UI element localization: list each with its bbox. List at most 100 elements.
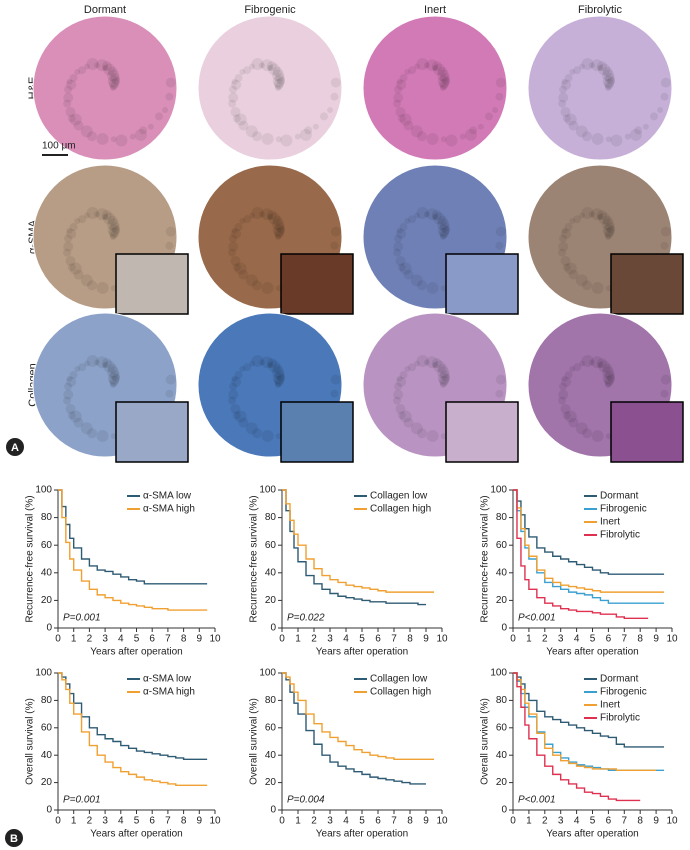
- survival-curve: [513, 489, 665, 593]
- y-tick-label: 80: [265, 695, 277, 706]
- tissue-texture: [393, 99, 402, 108]
- tissue-texture: [165, 241, 174, 250]
- tissue-texture: [642, 123, 649, 130]
- tissue-texture: [564, 262, 577, 275]
- legend-label: α-SMA high: [143, 687, 195, 698]
- tissue-texture: [426, 356, 439, 369]
- panel-badge: [6, 438, 24, 456]
- tissue-texture: [634, 126, 643, 135]
- y-tick-label: 20: [496, 777, 508, 788]
- legend-label: Dormant: [600, 674, 639, 685]
- survival-curve: [282, 489, 426, 606]
- tissue-texture: [558, 248, 567, 257]
- legend-label: Inert: [600, 700, 620, 711]
- tissue-texture: [276, 374, 285, 383]
- tissue-texture: [561, 376, 572, 387]
- tissue-texture: [591, 208, 604, 221]
- tissue-texture: [605, 234, 611, 240]
- tissue-texture: [86, 207, 99, 220]
- tissue-texture: [596, 210, 607, 221]
- tissue-texture: [231, 227, 238, 234]
- tissue-texture: [231, 376, 242, 387]
- tissue-texture: [261, 356, 274, 369]
- y-tick-label: 0: [46, 805, 52, 816]
- panel-label: B: [10, 833, 18, 845]
- tissue-texture: [294, 133, 301, 140]
- tissue-texture: [575, 274, 588, 287]
- y-tick-label: 0: [46, 623, 52, 634]
- x-tick-label: 1: [295, 816, 301, 827]
- tissue-texture: [399, 113, 412, 126]
- tissue-texture: [597, 214, 604, 221]
- tissue-texture: [416, 207, 429, 220]
- x-tick-label: 5: [359, 816, 365, 827]
- tissue-texture: [393, 248, 402, 257]
- inset: [610, 401, 684, 463]
- tissue-texture: [96, 132, 109, 145]
- tissue-texture: [575, 125, 588, 138]
- tissue-texture: [431, 210, 442, 221]
- tissue-texture: [93, 62, 100, 69]
- tissue-texture: [231, 78, 238, 85]
- tissue-texture: [437, 366, 450, 379]
- survival-curve: [513, 672, 657, 771]
- legend-label: α-SMA low: [143, 674, 192, 685]
- tissue-texture: [65, 106, 76, 117]
- tissue-texture: [261, 281, 274, 294]
- annotation: P<0.001: [518, 613, 556, 624]
- y-axis-label: Overall survival (%): [480, 698, 491, 785]
- tissue-texture: [330, 92, 339, 101]
- tissue-texture: [275, 382, 281, 388]
- tissue-texture: [437, 372, 450, 385]
- y-tick-label: 60: [41, 722, 53, 733]
- inset: [610, 253, 684, 315]
- x-tick-label: 10: [209, 634, 221, 645]
- tissue-texture: [604, 370, 615, 381]
- tissue-texture: [66, 375, 73, 382]
- tissue-texture: [437, 66, 448, 77]
- y-tick-label: 40: [41, 567, 53, 578]
- y-tick-label: 100: [259, 668, 276, 679]
- tissue-texture: [399, 262, 412, 275]
- tissue-core: [362, 15, 508, 161]
- tissue-texture: [559, 85, 568, 94]
- x-tick-label: 3: [558, 816, 564, 827]
- tissue-texture: [591, 132, 604, 145]
- tissue-texture: [459, 133, 466, 140]
- tissue-texture: [80, 125, 93, 138]
- tissue-texture: [66, 78, 73, 85]
- legend-label: α-SMA high: [143, 504, 195, 515]
- tissue-texture: [495, 77, 506, 88]
- x-tick-label: 1: [526, 634, 532, 645]
- legend-label: Fibrogenic: [600, 504, 647, 515]
- tissue-texture: [147, 123, 154, 130]
- tissue-texture: [107, 69, 120, 82]
- tissue-texture: [558, 396, 567, 405]
- tissue-core: [197, 15, 343, 161]
- tissue-texture: [134, 128, 147, 141]
- tissue-texture: [102, 214, 109, 221]
- x-tick-label: 6: [149, 634, 155, 645]
- x-tick-label: 10: [436, 816, 448, 827]
- tissue-texture: [395, 403, 406, 414]
- tissue-texture: [63, 389, 74, 400]
- tissue-texture: [559, 382, 568, 391]
- tissue-texture: [243, 215, 252, 224]
- tissue-texture: [261, 208, 274, 221]
- x-tick-label: 8: [407, 634, 413, 645]
- tissue-texture: [63, 396, 72, 405]
- panel-label: A: [11, 442, 19, 454]
- legend-label: Fibrolytic: [600, 530, 640, 541]
- tissue-texture: [477, 123, 484, 130]
- panel-b: B: [5, 829, 23, 847]
- tissue-texture: [440, 285, 447, 292]
- legend-label: α-SMA low: [143, 491, 192, 502]
- tissue-texture: [393, 389, 404, 400]
- tissue-texture: [66, 376, 77, 387]
- survival-curve: [282, 489, 434, 593]
- tissue-texture: [272, 215, 283, 226]
- tissue-texture: [582, 428, 593, 439]
- x-tick-label: 3: [327, 816, 333, 827]
- tissue-texture: [228, 389, 239, 400]
